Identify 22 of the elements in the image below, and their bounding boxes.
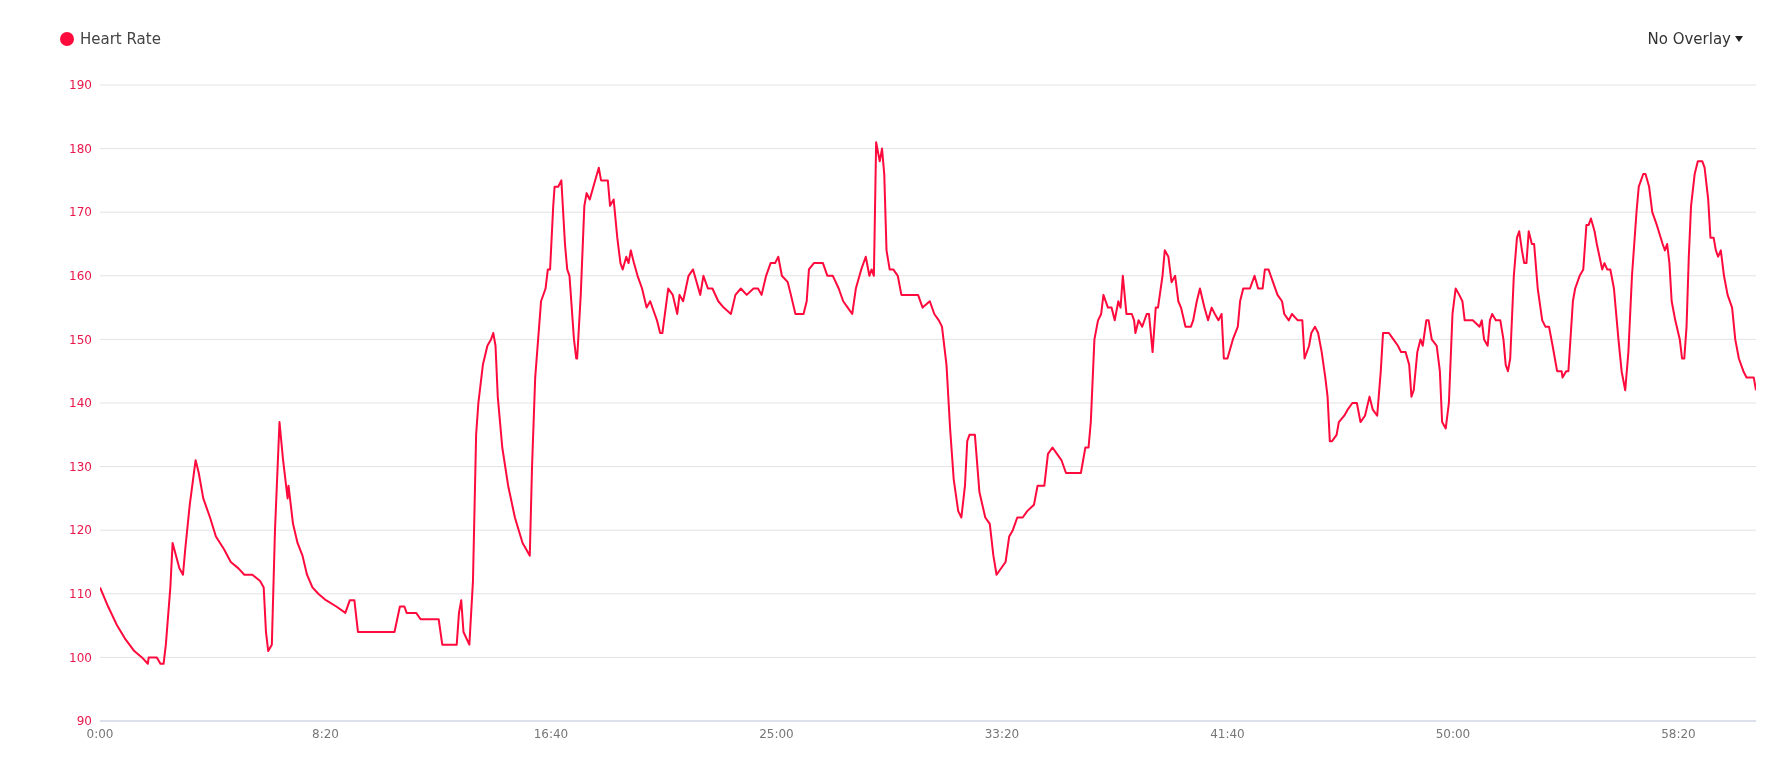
x-tick-label: 41:40: [1210, 726, 1245, 741]
y-tick-label: 180: [69, 141, 92, 156]
y-tick-label: 100: [69, 650, 92, 665]
x-tick-label: 8:20: [312, 726, 339, 741]
y-tick-label: 110: [69, 587, 92, 602]
text: No Overlay: [1647, 30, 1731, 48]
x-tick-label: 58:20: [1661, 726, 1696, 741]
x-tick-label: 0:00: [86, 726, 114, 741]
y-tick-label: 140: [69, 396, 92, 411]
x-tick-label: 33:20: [984, 726, 1020, 741]
y-tick-label: 170: [69, 205, 92, 220]
y-tick-label: 120: [69, 523, 92, 538]
x-tick-label: 16:40: [533, 726, 569, 741]
y-tick-label: 160: [69, 269, 92, 284]
x-tick-label: 25:00: [759, 726, 794, 741]
line-series: [100, 141, 1756, 665]
y-tick-label: 130: [69, 459, 92, 474]
y-tick-label: 90: [76, 714, 92, 729]
y-tick-label: 190: [69, 78, 92, 93]
legend-label: Heart Rate: [79, 30, 161, 48]
x-tick-label: 50:00: [1435, 726, 1471, 741]
y-tick-label: 150: [69, 332, 92, 347]
